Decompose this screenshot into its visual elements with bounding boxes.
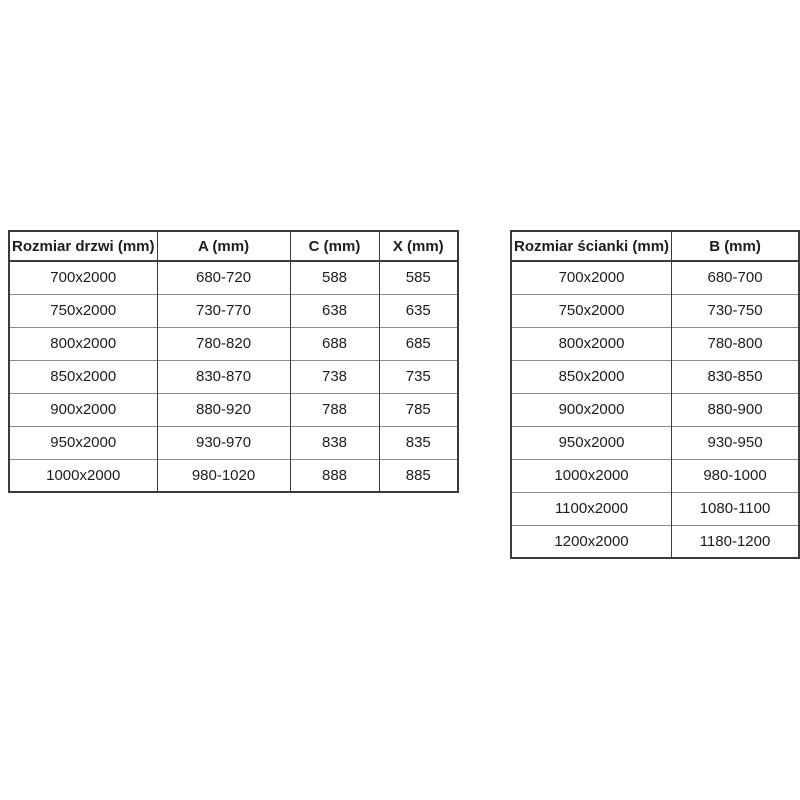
table-row: 900x2000 880-900 [510,392,800,426]
table-cell: 585 [378,261,459,294]
table-cell: 588 [289,261,380,294]
table-cell: 638 [289,293,380,327]
table-cell: 730-750 [671,293,800,327]
column-header: B (mm) [671,231,800,262]
table-cell: 688 [289,326,380,360]
table-cell: 880-900 [671,392,800,426]
header-row: Rozmiar ścianki (mm) B (mm) [510,231,800,262]
table-cell: 835 [378,425,459,459]
column-header: C (mm) [289,231,380,262]
table-cell: 900x2000 [8,392,158,426]
wall-size-table-header: Rozmiar ścianki (mm) B (mm) [510,231,800,262]
column-header: X (mm) [378,231,459,262]
table-cell: 880-920 [156,392,291,426]
table-cell: 700x2000 [510,261,673,294]
table-cell: 750x2000 [510,293,673,327]
table-row: 1000x2000 980-1000 [510,458,800,492]
table-row: 1000x2000 980-1020 888 885 [8,458,459,492]
table-row: 750x2000 730-750 [510,293,800,327]
table-cell: 635 [378,293,459,327]
table-row: 800x2000 780-800 [510,326,800,360]
table-cell: 800x2000 [510,326,673,360]
table-row: 850x2000 830-870 738 735 [8,359,459,393]
table-cell: 830-850 [671,359,800,393]
table-cell: 738 [289,359,380,393]
door-size-table-body: 700x2000 680-720 588 585 750x2000 730-770 638 6… [8,261,459,492]
table-row: 900x2000 880-920 788 785 [8,392,459,426]
table-cell: 980-1020 [156,458,291,492]
table-cell: 1100x2000 [510,491,673,525]
table-cell: 930-970 [156,425,291,459]
table-cell: 950x2000 [8,425,158,459]
table-cell: 680-720 [156,261,291,294]
table-cell: 700x2000 [8,261,158,294]
table-cell: 788 [289,392,380,426]
table-cell: 850x2000 [510,359,673,393]
table-row: 950x2000 930-950 [510,425,800,459]
table-row: 850x2000 830-850 [510,359,800,393]
table-cell: 1000x2000 [8,458,158,492]
table-cell: 950x2000 [510,425,673,459]
table-cell: 785 [378,392,459,426]
table-cell: 900x2000 [510,392,673,426]
table-row: 800x2000 780-820 688 685 [8,326,459,360]
table-row: 700x2000 680-720 588 585 [8,261,459,294]
table-cell: 980-1000 [671,458,800,492]
table-cell: 1200x2000 [510,524,673,558]
table-row: 700x2000 680-700 [510,261,800,294]
table-cell: 888 [289,458,380,492]
table-cell: 1000x2000 [510,458,673,492]
table-cell: 800x2000 [8,326,158,360]
table-cell: 1080-1100 [671,491,800,525]
table-cell: 685 [378,326,459,360]
wall-size-table-body: 700x2000 680-700 750x2000 730-750 800x2000 78… [510,261,800,558]
column-header: Rozmiar ścianki (mm) [510,231,673,262]
table-row: 1100x2000 1080-1100 [510,491,800,525]
table-cell: 838 [289,425,380,459]
door-size-table: Rozmiar drzwi (mm) A (mm) C (mm) X (mm) 700… [8,230,460,493]
table-cell: 750x2000 [8,293,158,327]
column-header: Rozmiar drzwi (mm) [8,231,158,262]
table-row: 1200x2000 1180-1200 [510,524,800,558]
table-cell: 680-700 [671,261,800,294]
header-row: Rozmiar drzwi (mm) A (mm) C (mm) X (mm) [8,231,459,262]
table-cell: 780-800 [671,326,800,360]
door-size-table-header: Rozmiar drzwi (mm) A (mm) C (mm) X (mm) [8,231,459,262]
table-cell: 885 [378,458,459,492]
table-cell: 735 [378,359,459,393]
table-row: 750x2000 730-770 638 635 [8,293,459,327]
table-cell: 850x2000 [8,359,158,393]
table-cell: 830-870 [156,359,291,393]
table-cell: 730-770 [156,293,291,327]
table-cell: 930-950 [671,425,800,459]
wall-size-table: Rozmiar ścianki (mm) B (mm) 700x2000 680-7… [510,230,800,559]
column-header: A (mm) [156,231,291,262]
table-row: 950x2000 930-970 838 835 [8,425,459,459]
table-cell: 1180-1200 [671,524,800,558]
table-cell: 780-820 [156,326,291,360]
